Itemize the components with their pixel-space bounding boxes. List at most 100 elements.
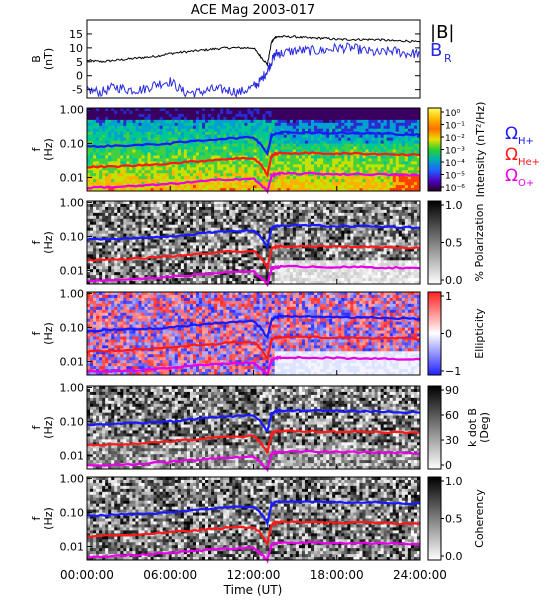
spectrogram-cell — [138, 137, 142, 141]
spectrogram-cell — [280, 113, 285, 118]
spectrogram-cell — [156, 257, 161, 261]
spectrogram-cell — [141, 119, 145, 124]
spectrogram-cell — [129, 170, 133, 174]
spectrogram-cell — [217, 164, 221, 168]
spectrogram-cell — [359, 116, 363, 121]
spectrogram-cell — [238, 170, 242, 174]
spectrogram-cell — [202, 281, 206, 285]
spectrogram-cell — [199, 206, 203, 211]
spectrogram-cell — [147, 185, 151, 189]
spectrogram-cell — [326, 116, 330, 121]
spectrogram-cell — [205, 203, 209, 208]
spectrogram-cell — [159, 278, 164, 282]
spectrogram-cell — [199, 182, 203, 186]
spectrogram-cell — [386, 179, 391, 183]
spectrogram-cell — [323, 113, 327, 118]
spectrogram-cell — [283, 137, 288, 141]
spectrogram-cell — [96, 164, 100, 168]
spectrogram-cell — [168, 242, 173, 246]
spectrogram-cell — [135, 242, 139, 246]
spectrogram-cell — [380, 149, 385, 153]
spectrogram-cell — [301, 188, 306, 192]
spectrogram-cell — [126, 131, 130, 136]
spectrogram-cell — [87, 281, 91, 285]
spectrogram-cell — [144, 266, 148, 270]
spectrogram-cell — [117, 233, 121, 237]
spectrogram-cell — [350, 188, 354, 192]
spectrogram-cell — [268, 245, 273, 249]
spectrogram-cell — [102, 146, 106, 150]
spectrogram-cell — [202, 201, 206, 205]
spectrogram-cell — [374, 113, 379, 118]
spectrogram-cell — [232, 113, 236, 118]
spectrogram-cell — [335, 128, 339, 133]
spectrogram-cell — [105, 248, 109, 252]
spectrogram-cell — [138, 140, 142, 144]
spectrogram-cell — [111, 203, 115, 208]
spectrogram-cell — [229, 201, 233, 205]
spectrogram-cell — [117, 116, 121, 121]
spectrogram-cell — [256, 176, 260, 180]
spectrogram-cell — [156, 161, 161, 165]
spectrogram-cell — [271, 179, 276, 183]
spectrogram-cell — [317, 158, 321, 162]
spectrogram-cell — [114, 134, 118, 139]
spectrogram-cell — [244, 131, 248, 136]
spectrogram-cell — [171, 158, 176, 162]
spectrogram-cell — [199, 203, 203, 208]
spectrogram-cell — [235, 122, 239, 127]
spectrogram-cell — [102, 143, 106, 147]
spectrogram-cell — [217, 119, 221, 124]
spectrogram-cell — [195, 128, 200, 133]
spectrogram-cell — [186, 266, 191, 270]
spectrogram-cell — [229, 233, 233, 237]
spectrogram-cell — [317, 137, 321, 141]
spectrogram-cell — [114, 206, 118, 211]
spectrogram-cell — [380, 137, 385, 141]
spectrogram-cell — [129, 116, 133, 121]
spectrogram-cell — [307, 164, 312, 168]
spectrogram-cell — [138, 176, 142, 180]
spectrogram-cell — [280, 182, 285, 186]
spectrogram-cell — [96, 272, 100, 276]
spectrogram-cell — [259, 155, 263, 159]
spectrogram-cell — [129, 260, 133, 264]
spectrogram-cell — [208, 257, 212, 261]
spectrogram-cell — [102, 260, 106, 264]
spectrogram-cell — [202, 263, 206, 267]
spectrogram-cell — [410, 119, 415, 124]
spectrogram-cell — [298, 164, 303, 168]
spectrogram-cell — [192, 212, 197, 217]
spectrogram-cell — [341, 108, 345, 112]
spectrogram-cell — [99, 221, 103, 226]
spectrogram-cell — [90, 206, 94, 211]
spectrogram-cell — [105, 260, 109, 264]
spectrogram-cell — [99, 215, 103, 220]
spectrogram-cell — [280, 263, 285, 267]
spectrogram-cell — [174, 122, 179, 127]
spectrogram-cell — [135, 254, 139, 258]
spectrogram-cell — [192, 203, 197, 208]
spectrogram-cell — [292, 188, 297, 192]
spectrogram-cell — [256, 212, 260, 217]
spectrogram-cell — [404, 134, 409, 139]
spectrogram-cell — [235, 110, 239, 115]
spectrogram-cell — [99, 203, 103, 208]
spectrogram-cell — [202, 131, 206, 136]
spectrogram-cell — [217, 179, 221, 183]
spectrogram-cell — [156, 137, 161, 141]
spectrogram-cell — [298, 140, 303, 144]
spectrogram-cell — [359, 161, 363, 165]
spectrogram-cell — [232, 134, 236, 139]
spectrogram-cell — [105, 108, 109, 112]
spectrogram-cell — [162, 179, 167, 183]
spectrogram-cell — [311, 176, 315, 180]
spectrogram-cell — [211, 236, 215, 240]
spectrogram-cell — [99, 269, 103, 273]
spectrogram-cell — [401, 143, 406, 147]
spectrogram-cell — [341, 113, 345, 118]
spectrogram-cell — [189, 113, 194, 118]
spectrogram-cell — [226, 149, 230, 153]
spectrogram-cell — [416, 149, 421, 153]
spectrogram-cell — [186, 278, 191, 282]
